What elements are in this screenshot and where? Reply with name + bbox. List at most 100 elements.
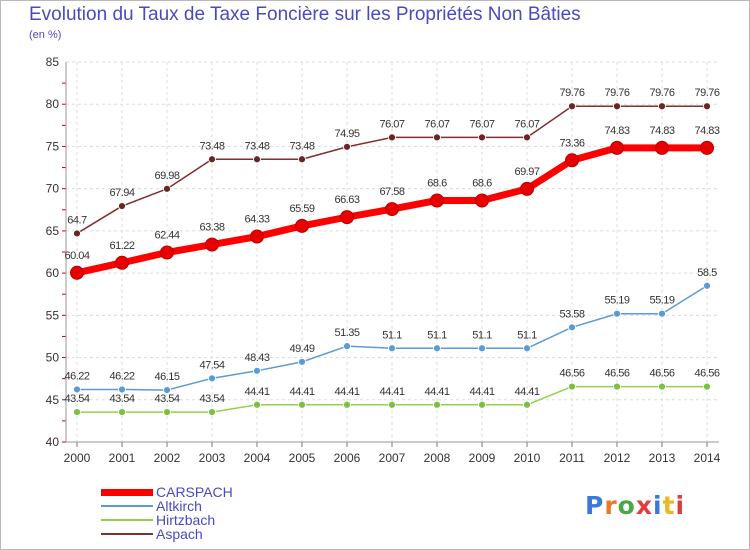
data-point-altkirch (523, 344, 531, 353)
data-label-hirtzbach: 44.41 (334, 386, 359, 398)
data-point-aspach (73, 229, 81, 238)
data-label-aspach: 74.95 (334, 128, 359, 140)
data-point-carspach (340, 210, 354, 225)
logo-letter: i (675, 491, 686, 520)
data-label-hirtzbach: 44.41 (379, 386, 404, 398)
data-point-altkirch (658, 309, 666, 318)
data-label-aspach: 69.98 (154, 170, 179, 182)
data-label-hirtzbach: 44.41 (514, 386, 539, 398)
data-label-carspach: 60.04 (64, 250, 89, 262)
x-tick-label: 2013 (649, 451, 676, 465)
y-tick-label: 55 (46, 308, 60, 322)
data-label-altkirch: 55.19 (649, 295, 674, 307)
data-point-aspach (568, 102, 576, 111)
data-label-altkirch: 46.22 (109, 370, 134, 382)
data-point-carspach (700, 140, 714, 155)
x-tick-label: 2005 (289, 451, 316, 465)
data-label-carspach: 69.97 (514, 166, 539, 178)
data-point-hirtzbach (208, 408, 216, 417)
data-point-hirtzbach (568, 382, 576, 391)
data-point-altkirch (253, 366, 261, 375)
data-label-carspach: 61.22 (109, 240, 134, 252)
data-point-hirtzbach (73, 408, 81, 417)
data-label-aspach: 73.48 (289, 140, 314, 152)
data-point-altkirch (343, 342, 351, 351)
data-label-aspach: 79.76 (604, 87, 629, 99)
data-point-hirtzbach (658, 382, 666, 391)
data-point-altkirch (163, 386, 171, 394)
data-point-aspach (478, 133, 486, 142)
data-point-hirtzbach (523, 400, 531, 409)
data-label-altkirch: 55.19 (604, 295, 629, 307)
legend-item-altkirch: Altkirch (101, 498, 301, 514)
data-point-aspach (523, 133, 531, 142)
data-point-hirtzbach (118, 408, 126, 417)
data-label-carspach: 74.83 (694, 125, 719, 137)
data-point-aspach (298, 155, 306, 164)
x-tick-label: 2001 (109, 451, 136, 465)
data-label-altkirch: 51.1 (382, 329, 402, 341)
data-label-carspach: 65.59 (289, 203, 314, 215)
logo-letter: r (604, 491, 618, 520)
data-point-altkirch (73, 385, 81, 394)
data-label-hirtzbach: 44.41 (289, 386, 314, 398)
data-label-altkirch: 46.22 (64, 370, 89, 382)
line-chart: 40 45 50 55 60 65 70 75 80 85 2000 2001 2002 2003 2004… (46, 55, 721, 465)
data-label-carspach: 74.83 (604, 125, 629, 137)
data-label-carspach: 68.6 (427, 177, 447, 189)
data-label-aspach: 64.7 (67, 214, 87, 226)
data-point-aspach (118, 202, 126, 210)
legend-label-hirtzbach: Hirtzbach (156, 512, 216, 528)
y-tick-label: 70 (46, 182, 60, 196)
data-label-aspach: 76.07 (469, 118, 494, 130)
data-point-altkirch (118, 385, 126, 394)
data-label-aspach: 73.48 (244, 140, 269, 152)
x-tick-label: 2004 (244, 451, 271, 465)
data-point-carspach (520, 181, 534, 196)
data-label-altkirch: 51.35 (334, 327, 359, 339)
legend-swatch-altkirch (101, 505, 153, 507)
data-point-aspach (388, 133, 396, 142)
data-point-aspach (343, 142, 351, 151)
y-tick-label: 45 (46, 393, 60, 407)
data-label-altkirch: 53.58 (559, 308, 584, 320)
data-label-aspach: 76.07 (514, 118, 539, 130)
data-point-aspach (433, 133, 441, 142)
y-tick-label: 50 (46, 351, 60, 365)
legend-label-aspach: Aspach (156, 526, 203, 542)
data-point-altkirch (703, 281, 711, 290)
proxiti-logo: Proxiti (585, 491, 685, 520)
data-point-carspach (295, 218, 309, 233)
data-point-carspach (610, 140, 624, 155)
data-label-aspach: 79.76 (559, 87, 584, 99)
data-label-carspach: 63.38 (199, 222, 224, 234)
legend-label-altkirch: Altkirch (156, 498, 202, 514)
x-tick-label: 2012 (604, 451, 631, 465)
y-tick-label: 75 (46, 139, 60, 153)
data-label-altkirch: 47.54 (199, 359, 224, 371)
x-tick-label: 2014 (694, 451, 721, 465)
data-label-hirtzbach: 46.56 (649, 368, 674, 380)
data-label-carspach: 64.33 (244, 214, 269, 226)
logo-letter: x (635, 491, 653, 520)
chart-title: Evolution du Taux de Taxe Foncière sur l… (29, 4, 581, 25)
logo-letter: P (585, 491, 605, 520)
data-point-altkirch (388, 344, 396, 353)
data-label-hirtzbach: 44.41 (244, 386, 269, 398)
data-label-hirtzbach: 46.56 (694, 368, 719, 380)
legend-item-aspach: Aspach (101, 526, 301, 542)
x-tick-label: 2009 (469, 451, 496, 465)
data-label-altkirch: 51.1 (472, 329, 492, 341)
data-label-carspach: 62.44 (154, 230, 179, 242)
data-point-carspach (160, 245, 174, 260)
x-tick-label: 2000 (64, 451, 91, 465)
legend-item-hirtzbach: Hirtzbach (101, 512, 301, 528)
data-label-aspach: 79.76 (649, 87, 674, 99)
data-point-hirtzbach (298, 400, 306, 409)
legend-label-carspach: CARSPACH (156, 484, 233, 500)
data-point-altkirch (613, 309, 621, 318)
data-label-hirtzbach: 44.41 (424, 386, 449, 398)
data-point-hirtzbach (613, 382, 621, 391)
data-point-altkirch (433, 344, 441, 353)
data-label-hirtzbach: 43.54 (199, 393, 224, 405)
